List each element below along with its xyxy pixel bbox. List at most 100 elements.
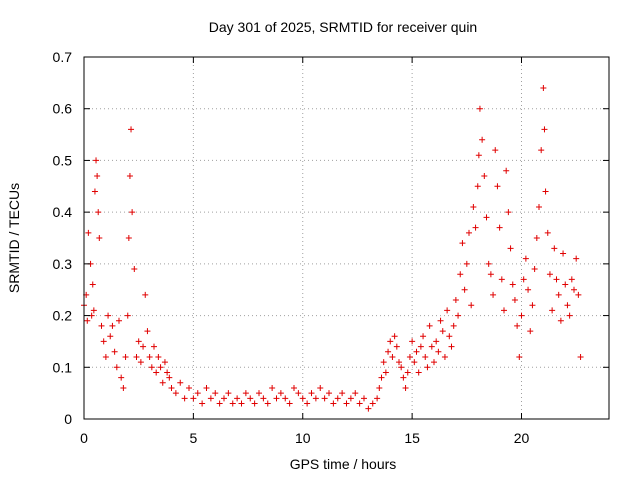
data-point [426, 322, 433, 329]
data-point [507, 245, 514, 252]
data-point [98, 322, 105, 329]
data-point [122, 353, 129, 360]
data-point [562, 281, 569, 288]
data-point [361, 395, 367, 402]
data-point [571, 286, 577, 293]
data-point [100, 338, 107, 345]
data-point [411, 359, 418, 366]
data-point [96, 235, 103, 241]
data-point [238, 400, 245, 407]
data-point [299, 395, 306, 402]
data-point [221, 395, 227, 402]
data-point [277, 390, 284, 397]
data-point [190, 395, 197, 402]
data-point [496, 224, 503, 231]
data-point [102, 353, 109, 360]
data-point [514, 322, 521, 329]
data-point [135, 338, 142, 345]
y-tick-label: 0.2 [53, 308, 73, 324]
data-point [131, 266, 138, 273]
data-point [304, 400, 311, 407]
data-point [144, 328, 151, 335]
data-point [398, 364, 405, 371]
data-point [273, 395, 280, 402]
data-point [475, 152, 482, 159]
data-point [406, 353, 413, 360]
data-point [404, 369, 411, 376]
x-tick-label: 15 [404, 430, 420, 446]
data-point [466, 229, 472, 236]
x-tick-labels: 0 5 10 15 20 [80, 430, 529, 446]
data-point [444, 307, 451, 314]
data-point [476, 105, 483, 112]
y-tick-label: 0.5 [53, 152, 73, 168]
data-point [385, 348, 392, 355]
data-point [374, 395, 381, 402]
data-point [437, 317, 444, 324]
data-point [557, 317, 564, 324]
data-point [84, 317, 91, 324]
x-tick-label: 10 [295, 430, 311, 446]
data-point [546, 271, 553, 278]
data-point [479, 136, 486, 143]
data-point [503, 167, 510, 174]
y-tick-label: 0.1 [53, 359, 73, 375]
data-point [553, 276, 560, 283]
data-point [551, 245, 558, 252]
data-point [321, 395, 328, 402]
data-point [155, 353, 162, 360]
data-point [380, 359, 387, 366]
data-point [199, 400, 206, 407]
data-point [229, 400, 236, 407]
data-point [118, 374, 125, 381]
data-point [282, 395, 289, 402]
data-point [107, 333, 114, 340]
data-point [439, 328, 446, 335]
data-point [148, 364, 155, 371]
data-point [295, 390, 302, 397]
data-point [347, 395, 354, 402]
data-point [153, 369, 160, 376]
data-point [448, 343, 455, 350]
data-point [234, 395, 241, 402]
data-point [260, 395, 267, 402]
data-point [291, 384, 297, 391]
data-point [91, 188, 98, 195]
data-point [186, 384, 192, 391]
data-point [490, 291, 497, 298]
data-point [126, 172, 133, 179]
data-point [146, 353, 153, 360]
data-point [369, 400, 376, 407]
data-point [116, 317, 122, 324]
data-point [256, 390, 262, 397]
data-point [577, 353, 584, 360]
data-point [435, 348, 442, 355]
data-point [129, 209, 136, 216]
data-point [391, 333, 398, 340]
plot-frame [83, 56, 610, 420]
data-point [536, 203, 542, 210]
data-point [242, 390, 249, 397]
data-point [111, 348, 118, 355]
y-tick-label: 0.6 [53, 101, 73, 117]
data-point [334, 395, 341, 402]
data-point [286, 400, 293, 407]
data-point [541, 126, 548, 133]
data-point [516, 353, 523, 360]
data-point [166, 374, 173, 381]
data-point [468, 302, 475, 309]
data-point [560, 250, 567, 257]
data-point [251, 400, 258, 407]
data-point [474, 183, 481, 190]
data-point [424, 364, 431, 371]
data-point [529, 302, 536, 309]
data-point [568, 276, 575, 283]
data-point [382, 369, 389, 376]
data-point [140, 343, 147, 350]
y-tick-labels: 0 0.1 0.2 0.3 0.4 0.5 0.6 0.7 [53, 49, 73, 427]
data-point [564, 302, 571, 309]
y-tick-label: 0.3 [53, 256, 73, 272]
data-point [94, 172, 101, 179]
x-tick-label: 0 [80, 430, 88, 446]
data-point [216, 400, 223, 407]
